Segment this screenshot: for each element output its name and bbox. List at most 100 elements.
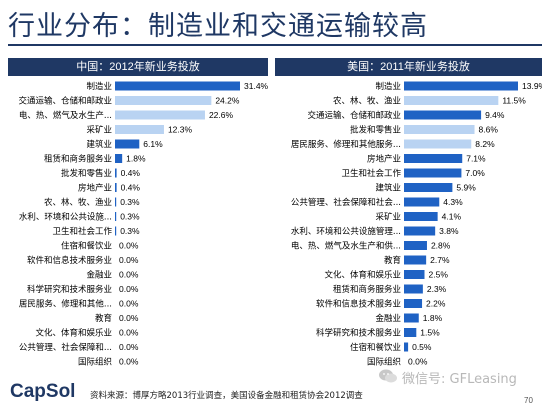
us-value-label: 2.5%: [429, 270, 449, 280]
us-value-label: 2.7%: [430, 255, 450, 265]
us-bar-row: 房地产业 7.1%: [367, 154, 486, 165]
china-bar-chart: 制造业 31.4% 交通运输、仓储和邮政业 24.2% 电、热、燃气及水生产... 22.…: [18, 81, 268, 368]
us-category-label: 电、热、燃气及水生产和供...: [291, 241, 401, 252]
us-category-label: 建筑业: [375, 183, 401, 194]
us-category-label: 批发和零售业: [350, 125, 401, 136]
china-bar-row: 国际组织 0.0%: [78, 357, 139, 368]
china-category-label: 文化、体育和娱乐业: [35, 328, 112, 339]
china-value-label: 0.0%: [119, 270, 139, 280]
us-value-label: 8.2%: [475, 139, 495, 149]
us-category-label: 文化、体育和娱乐业: [324, 270, 401, 281]
us-bar: [404, 212, 438, 221]
china-bar: [115, 110, 205, 120]
china-bar-row: 金融业 0.0%: [86, 270, 138, 281]
us-bar: [404, 81, 518, 91]
china-value-label: 0.0%: [119, 299, 139, 309]
china-bar-row: 教育 0.0%: [95, 313, 139, 324]
title-divider: [8, 44, 542, 46]
us-value-label: 7.1%: [466, 154, 486, 164]
china-category-label: 采矿业: [86, 125, 112, 136]
us-bar-row: 批发和零售业 8.6%: [350, 125, 498, 136]
china-category-label: 水利、环境和公共设施...: [19, 212, 112, 223]
china-value-label: 24.2%: [215, 96, 240, 106]
china-value-label: 0.0%: [119, 342, 139, 352]
us-bar-row: 采矿业 4.1%: [375, 212, 461, 223]
us-value-label: 3.8%: [439, 226, 459, 236]
china-bar: [115, 183, 117, 192]
us-category-label: 软件和信息技术服务业: [316, 299, 401, 310]
us-bar-row: 软件和信息技术服务业 2.2%: [316, 299, 446, 310]
us-bar-chart: 制造业 13.9% 农、林、牧、渔业 11.5% 交通运输、仓储和邮政业 9.4% 批发和零…: [291, 81, 542, 368]
source-note: 资料来源：博厚方略2013行业调查，美国设备金融和租赁协会2012调查: [90, 391, 363, 401]
us-value-label: 8.6%: [479, 125, 499, 135]
us-bar: [404, 139, 472, 149]
us-bar-row: 国际组织 0.0%: [367, 357, 428, 368]
china-bar: [115, 125, 164, 134]
china-bar: [115, 212, 117, 221]
us-category-label: 教育: [384, 255, 401, 266]
china-category-label: 教育: [95, 313, 112, 324]
us-category-label: 交通运输、仓储和邮政业: [307, 110, 401, 121]
china-category-label: 居民服务、修理和其他...: [19, 299, 112, 310]
china-value-label: 0.0%: [119, 241, 139, 251]
china-category-label: 住宿和餐饮业: [61, 241, 112, 252]
wechat-watermark: 微信号: GFLeasing: [402, 372, 517, 387]
us-bar-row: 交通运输、仓储和邮政业 9.4%: [307, 110, 504, 121]
us-value-label: 4.1%: [442, 212, 462, 222]
china-bar-row: 批发和零售业 0.4%: [61, 168, 140, 179]
us-bar: [404, 284, 423, 294]
china-category-label: 交通运输、仓储和邮政业: [18, 96, 112, 107]
china-bar-row: 水利、环境和公共设施... 0.3%: [19, 212, 140, 223]
china-bar: [115, 139, 140, 149]
us-bar: [404, 125, 475, 134]
china-value-label: 6.1%: [143, 139, 163, 149]
china-value-label: 0.0%: [119, 284, 139, 294]
china-bar: [115, 154, 123, 163]
us-value-label: 5.9%: [456, 183, 476, 193]
us-category-label: 房地产业: [367, 154, 401, 165]
us-bar-row: 制造业 13.9%: [375, 81, 542, 92]
us-bar: [404, 154, 463, 163]
us-bar-row: 住宿和餐饮业 0.5%: [350, 342, 432, 353]
china-value-label: 22.6%: [209, 110, 234, 120]
china-value-label: 12.3%: [168, 125, 193, 135]
china-bar: [115, 96, 212, 105]
us-bar-row: 文化、体育和娱乐业 2.5%: [324, 270, 448, 281]
us-bar-row: 科学研究和技术服务业 1.5%: [316, 328, 440, 339]
us-value-label: 1.5%: [420, 328, 440, 338]
china-category-label: 房地产业: [78, 183, 112, 194]
page-number: 70: [524, 396, 533, 405]
china-category-label: 公共管理、社会保障和...: [19, 342, 112, 353]
us-value-label: 13.9%: [522, 81, 542, 91]
china-value-label: 0.0%: [119, 255, 139, 265]
us-bar: [404, 342, 409, 352]
us-category-label: 农、林、牧、渔业: [333, 96, 401, 107]
china-bar-row: 文化、体育和娱乐业 0.0%: [35, 328, 138, 339]
us-value-label: 9.4%: [485, 110, 505, 120]
us-value-label: 0.5%: [412, 342, 432, 352]
china-category-label: 批发和零售业: [61, 168, 112, 179]
china-category-label: 金融业: [86, 270, 112, 281]
china-category-label: 国际组织: [78, 357, 112, 368]
us-bar: [404, 255, 427, 265]
us-bar-row: 卫生和社会工作 7.0%: [341, 168, 485, 179]
us-category-label: 水利、环境和公共设施管理...: [291, 226, 401, 237]
china-bar-row: 建筑业 6.1%: [86, 139, 163, 150]
us-category-label: 住宿和餐饮业: [350, 342, 401, 353]
us-value-label: 2.2%: [426, 299, 446, 309]
china-category-label: 软件和信息技术服务业: [27, 255, 112, 266]
wechat-icon: [379, 369, 397, 383]
china-bar: [115, 197, 117, 207]
china-bar-row: 农、林、牧、渔业 0.3%: [44, 197, 140, 208]
us-bar: [404, 197, 440, 207]
capsol-logo: CapSol: [10, 381, 76, 402]
us-bar: [404, 241, 427, 250]
us-chart-title: 美国：2011年新业务投放: [275, 58, 542, 76]
us-bar: [404, 328, 417, 337]
china-chart-title: 中国：2012年新业务投放: [8, 58, 268, 76]
china-bar-row: 软件和信息技术服务业 0.0%: [27, 255, 139, 266]
china-value-label: 0.4%: [121, 168, 141, 178]
china-bar-row: 科学研究和技术服务业 0.0%: [27, 284, 139, 295]
us-bar: [404, 110, 482, 120]
china-bar-row: 租赁和商务服务业 1.8%: [44, 154, 146, 165]
